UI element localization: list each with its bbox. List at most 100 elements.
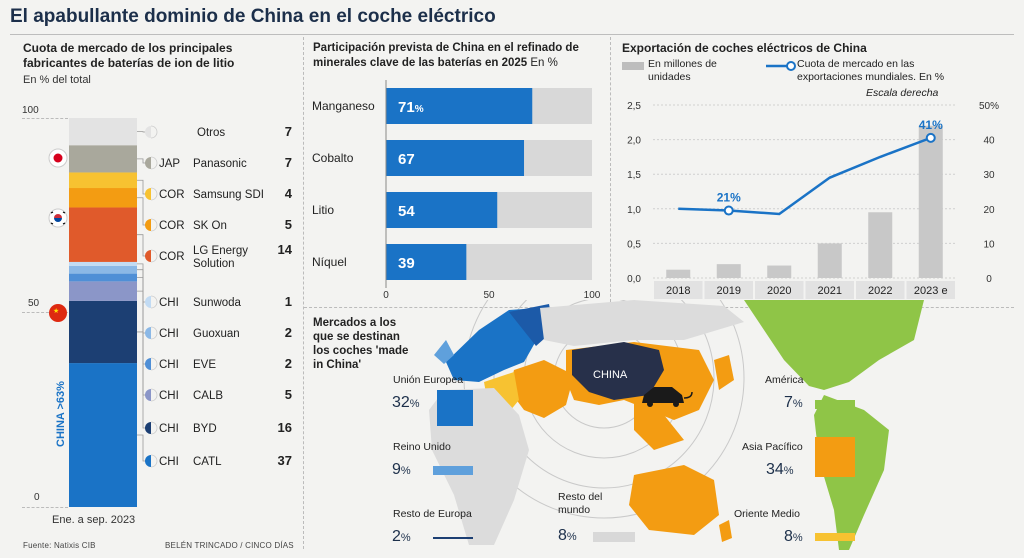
- mineral-label-0: Manganeso: [312, 99, 375, 113]
- country-6: COR: [159, 251, 185, 263]
- year-label-4: 2022: [868, 285, 892, 297]
- legend-line-swatch: [766, 61, 796, 71]
- maker-name-2-0: CALB: [193, 390, 223, 402]
- stack-segment-otros: [69, 118, 137, 146]
- exports-combo-chart: 2,5 50% 2,0 40 1,5 30 1,0 20 0,5 10 0,0 0 2018 2019 20…: [627, 101, 999, 299]
- exp-right-tick-0: 50%: [979, 101, 999, 112]
- mineral-label-1: Cobalto: [312, 151, 354, 165]
- export-bar-4: [868, 212, 893, 278]
- maker-name-3-0: EVE: [193, 359, 216, 371]
- marker-outline-6: [150, 249, 158, 263]
- export-bar-1: [716, 264, 741, 278]
- market-asia-value: 34%: [766, 461, 794, 478]
- export-bar-2: [767, 265, 792, 278]
- minerals-heading: Participación prevista de China en el re…: [313, 41, 603, 71]
- market-rest-europe-swatch: [433, 537, 473, 539]
- market-uk-value: 9%: [392, 461, 411, 478]
- battery-axis-line-50: [22, 312, 68, 313]
- exp-right-tick-2: 30: [983, 170, 995, 181]
- battery-axis-0: 0: [34, 492, 40, 503]
- market-america-swatch: [815, 400, 855, 409]
- footer-credit: BELÉN TRINCADO / CINCO DÍAS: [165, 541, 294, 550]
- year-label-3: 2021: [818, 285, 842, 297]
- exp-right-tick-4: 10: [983, 239, 995, 250]
- eu-region: [446, 308, 542, 382]
- share-callout-5: 41%: [919, 118, 943, 132]
- marker-7: [145, 219, 151, 231]
- exp-left-tick-1: 2,0: [627, 136, 641, 147]
- maker-value-6: 14: [278, 242, 293, 257]
- mineral-bar-3: [386, 244, 467, 280]
- maker-value-7: 5: [285, 217, 292, 232]
- country-7: COR: [159, 220, 185, 232]
- china-region: [572, 342, 664, 400]
- market-america-label: América: [765, 374, 804, 386]
- market-asia-swatch: [815, 437, 855, 477]
- export-bar-3: [817, 243, 842, 278]
- china-flag-icon: ★: [49, 304, 67, 322]
- year-chip-4: [856, 281, 905, 299]
- world-map: [429, 300, 924, 550]
- year-chip-0: [654, 281, 703, 299]
- africa-region: [429, 388, 529, 545]
- year-chip-2: [755, 281, 804, 299]
- north-america-region: [744, 300, 924, 390]
- stack-segment-sunwoda: [69, 261, 137, 266]
- battery-stacked-chart: CHI CATL 37 CHI BYD 16 CHI CALB 5 CHI EVE 2 CHI Guoxu…: [69, 118, 293, 507]
- country-0: CHI: [159, 456, 179, 468]
- maker-value-3: 2: [285, 356, 292, 371]
- stack-segment-panasonic: [69, 145, 137, 173]
- legend-bar-swatch: [622, 62, 644, 70]
- market-rest-world-swatch: [593, 532, 635, 542]
- marker-6: [145, 250, 151, 262]
- exp-right-tick-5: 0: [986, 274, 992, 285]
- marker-5: [145, 296, 151, 308]
- stack-segment-calb: [69, 281, 137, 301]
- connector-3: [137, 277, 147, 365]
- market-rest-world-label: Resto del mundo: [558, 491, 603, 516]
- separator-mid: [610, 37, 611, 307]
- market-rest-europe-label: Resto de Europa: [393, 508, 472, 520]
- legend-bar-label: En millones de unidades: [648, 58, 717, 83]
- exp-left-tick-0: 2,5: [627, 101, 641, 112]
- connector-1: [137, 331, 147, 429]
- mineral-value-1: 67: [398, 151, 415, 168]
- market-eu-swatch: [437, 390, 473, 426]
- exp-right-tick-3: 20: [983, 205, 995, 216]
- page-title: El apabullante dominio de China en el co…: [10, 6, 496, 27]
- japan-flag-icon: [48, 148, 68, 168]
- marker-outline-5: [150, 295, 158, 309]
- country-8: COR: [159, 189, 185, 201]
- market-rest-europe-value: 2%: [392, 528, 411, 545]
- australia-region: [629, 465, 719, 535]
- country-9: JAP: [159, 158, 180, 170]
- exp-right-tick-1: 40: [983, 136, 995, 147]
- se-asia-region: [634, 400, 684, 450]
- battery-axis-line-0: [22, 507, 68, 508]
- minerals-bar-chart: Manganeso 71% Cobalto 67 Litio 54 Níquel 39 0 50 1…: [312, 80, 601, 301]
- country-2: CHI: [159, 390, 179, 402]
- legend-line-label: Cuota de mercado en las exportaciones mu…: [797, 58, 945, 83]
- marker-outline-7: [150, 218, 158, 232]
- mineral-bar-2: [386, 192, 498, 228]
- share-point-1: [723, 205, 734, 216]
- stack-segment-eve: [69, 273, 137, 282]
- year-chip-1: [704, 281, 753, 299]
- maker-name-1-0: BYD: [193, 423, 217, 435]
- mineral-value-0: 71%: [398, 99, 424, 116]
- mineral-tick-2: 100: [584, 290, 601, 301]
- battery-axis-line-100: [22, 118, 68, 119]
- middle-east-orange: [509, 360, 574, 418]
- share-line: [678, 136, 932, 216]
- maker-value-9: 7: [285, 155, 292, 170]
- exports-heading: Exportación de coches eléctricos de Chin…: [622, 41, 867, 55]
- export-bar-0: [666, 269, 691, 278]
- minerals-heading-text: Participación prevista de China en el re…: [313, 42, 579, 69]
- exp-left-tick-3: 1,0: [627, 205, 641, 216]
- share-callout-1: 21%: [717, 191, 741, 205]
- title-divider: [10, 34, 1014, 35]
- country-3: CHI: [159, 359, 179, 371]
- stack-segment-sk-on: [69, 188, 137, 208]
- maker-value-5: 1: [285, 294, 292, 309]
- market-middle-east-swatch: [815, 533, 855, 541]
